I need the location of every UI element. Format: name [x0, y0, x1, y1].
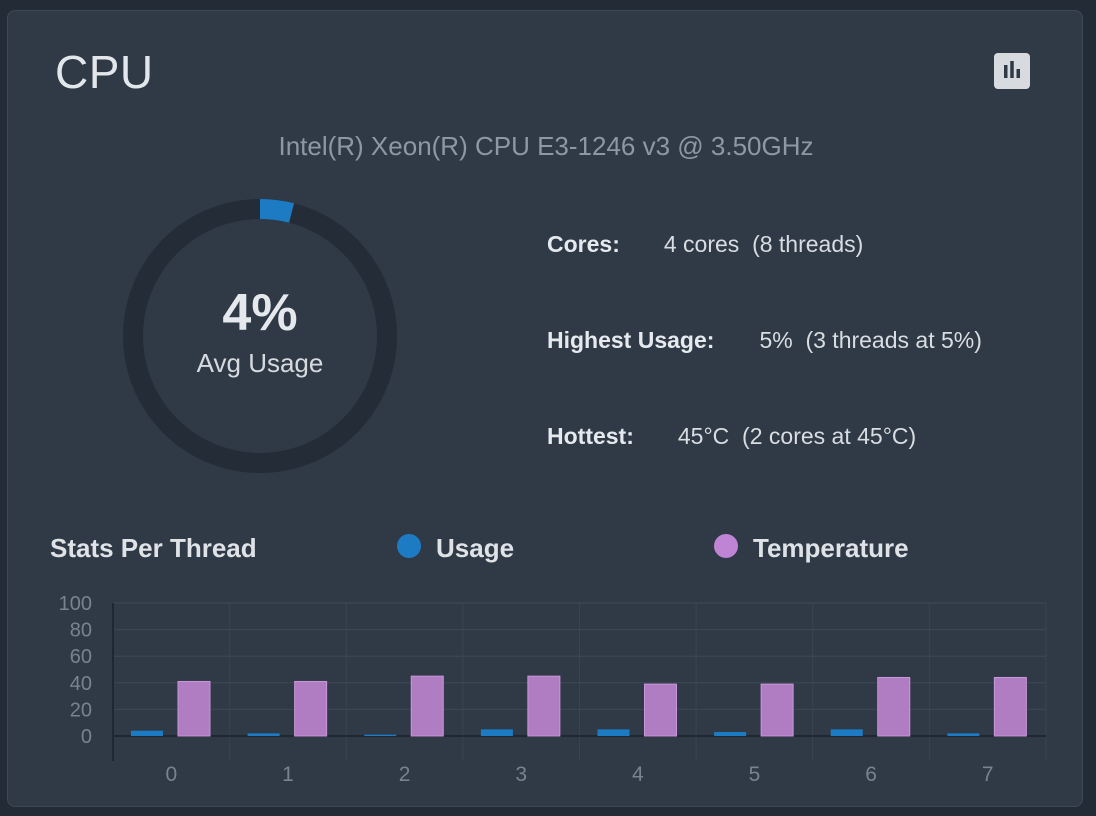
- usage-bar: [364, 734, 397, 736]
- legend-usage-label: Usage: [436, 533, 515, 563]
- bar-chart-icon[interactable]: [994, 53, 1030, 89]
- temperature-bar: [177, 680, 211, 737]
- x-tick-label: 7: [982, 763, 994, 786]
- temperature-bar: [644, 683, 677, 737]
- highest-usage-value: 5% (3 threads at 5%): [759, 327, 982, 353]
- cores-label: Cores:: [547, 231, 620, 257]
- usage-bar: [947, 733, 980, 736]
- usage-bar: [131, 730, 163, 736]
- avg-usage-gauge: [123, 199, 397, 473]
- cpu-card: CPU Intel(R) Xeon(R) CPU E3-1246 v3 @ 3.…: [7, 10, 1083, 807]
- usage-bar: [480, 729, 513, 736]
- temperature-bar: [527, 675, 561, 737]
- x-tick-label: 2: [399, 763, 411, 786]
- legend-usage[interactable]: Usage: [397, 533, 514, 564]
- temperature-bar: [410, 675, 444, 737]
- cores-value: 4 cores (8 threads): [663, 231, 864, 257]
- avg-usage-label: Avg Usage: [196, 348, 324, 378]
- highest-usage-row: Highest Usage: 5% (3 threads at 5%): [547, 327, 982, 354]
- hottest-row: Hottest: 45°C (2 cores at 45°C): [547, 423, 916, 450]
- usage-dot-icon: [397, 534, 421, 558]
- x-tick-label: 4: [632, 763, 644, 786]
- y-tick-label: 40: [70, 673, 92, 695]
- y-tick-label: 60: [70, 646, 92, 668]
- x-tick-label: 3: [515, 763, 527, 786]
- temperature-dot-icon: [714, 534, 738, 558]
- legend-temperature-label: Temperature: [753, 533, 909, 563]
- temperature-bar: [294, 680, 328, 737]
- stats-per-thread-title: Stats Per Thread: [50, 533, 257, 563]
- y-tick-label: 100: [59, 593, 92, 615]
- x-tick-label: 1: [282, 763, 294, 786]
- temperature-bar: [993, 676, 1027, 737]
- usage-bar: [597, 729, 630, 736]
- thread-stats-chart: 0 20 40 60 80 100 0 1 2 3 4 5 6 7: [59, 593, 1047, 786]
- temperature-bar: [760, 683, 794, 737]
- card-title: CPU: [55, 46, 154, 98]
- y-tick-label: 20: [70, 699, 92, 721]
- usage-bar: [247, 733, 280, 736]
- hottest-value: 45°C (2 cores at 45°C): [677, 423, 917, 449]
- cores-row: Cores: 4 cores (8 threads): [547, 231, 863, 258]
- y-tick-label: 80: [70, 620, 92, 642]
- cpu-model: Intel(R) Xeon(R) CPU E3-1246 v3 @ 3.50GH…: [278, 131, 814, 161]
- usage-bar: [830, 729, 863, 736]
- avg-usage-value: 4%: [222, 284, 298, 342]
- x-tick-label: 5: [749, 763, 761, 786]
- y-tick-label: 0: [81, 726, 92, 748]
- usage-bar: [714, 732, 747, 736]
- highest-usage-label: Highest Usage:: [547, 327, 715, 353]
- legend-temperature[interactable]: Temperature: [714, 533, 909, 564]
- temperature-bar: [877, 676, 911, 737]
- gauge-fill: [123, 199, 397, 473]
- x-tick-label: 0: [165, 763, 177, 786]
- hottest-label: Hottest:: [547, 423, 634, 449]
- x-tick-label: 6: [865, 763, 877, 786]
